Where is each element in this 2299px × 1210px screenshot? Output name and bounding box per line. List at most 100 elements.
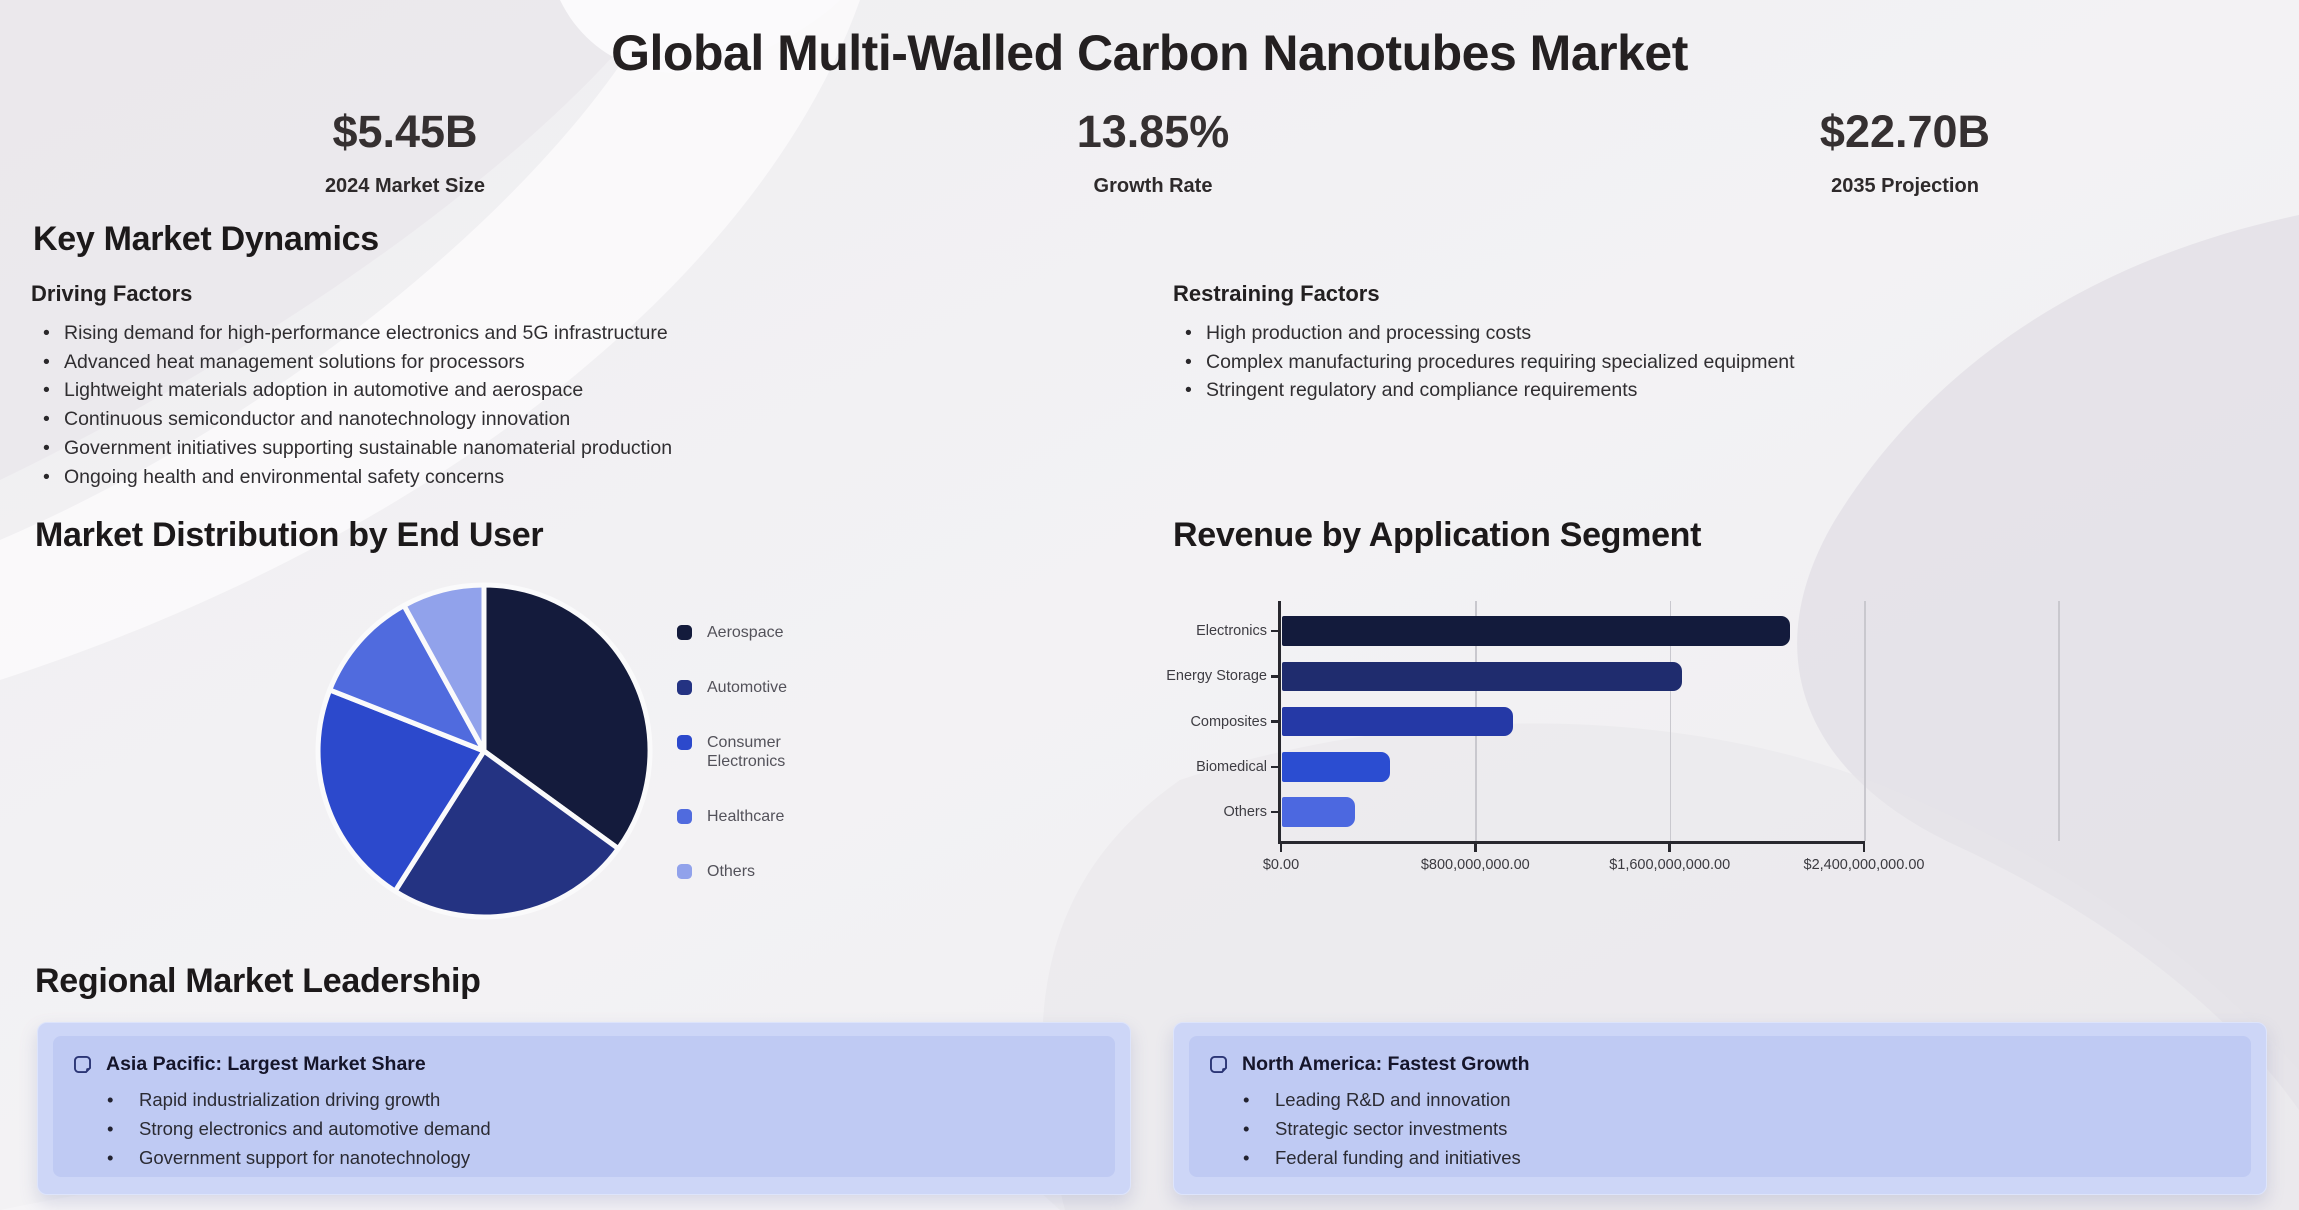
region-card-north-america: North America: Fastest Growth Leading R&… (1173, 1022, 2267, 1195)
driving-factors-list: Rising demand for high-performance elect… (31, 319, 1131, 491)
category-label: Energy Storage (1166, 668, 1267, 685)
restraining-factors-column: Restraining Factors High production and … (1173, 281, 2273, 405)
bullet-item: Continuous semiconductor and nanotechnol… (31, 405, 1131, 434)
pie-legend: Aerospace Automotive Consumer Electronics H… (677, 623, 842, 881)
stat-label: 2024 Market Size (324, 175, 486, 197)
legend-item-aerospace: Aerospace (677, 623, 842, 642)
region-card-asia-pacific: Asia Pacific: Largest Market Share Rapid… (37, 1022, 1131, 1195)
bullet-item: Federal funding and initiatives (1189, 1143, 2251, 1172)
restraining-factors-list: High production and processing costsComp… (1173, 319, 2273, 405)
legend-label: Automotive (707, 679, 788, 696)
category-label: Biomedical (1196, 758, 1267, 775)
bar-biomedical (1282, 752, 1391, 782)
stat-2035-projection: $22.70B 2035 Projection (1655, 106, 2155, 198)
region-card-title: Asia Pacific: Largest Market Share (106, 1053, 426, 1075)
x-tick-label: $1,600,000,000.00 (1609, 857, 1731, 873)
bullet-item: Complex manufacturing procedures requiri… (1173, 348, 2273, 377)
bullet-item: Leading R&D and innovation (1189, 1085, 2251, 1114)
category-tick (1271, 810, 1281, 814)
bar-composites (1282, 706, 1513, 737)
region-card-inner: Asia Pacific: Largest Market Share Rapid… (53, 1036, 1115, 1177)
bullet-item: Government initiatives supporting sustai… (31, 434, 1131, 463)
legend-item-automotive: Automotive (677, 678, 842, 697)
background-wave-top-dip (560, 0, 840, 73)
section-heading-bar: Revenue by Application Segment (1173, 516, 1702, 554)
region-card-list: Rapid industrialization driving growthSt… (53, 1085, 1115, 1172)
stat-value: $5.45B (332, 106, 478, 157)
region-card-inner: North America: Fastest Growth Leading R&… (1189, 1036, 2251, 1177)
legend-item-others: Others (677, 862, 842, 881)
note-icon (74, 1056, 91, 1073)
region-card-title: North America: Fastest Growth (1242, 1053, 1530, 1075)
category-tick (1271, 675, 1281, 678)
bullet-item: Stringent regulatory and compliance requ… (1173, 376, 2273, 405)
bullet-item: Rising demand for high-performance elect… (31, 319, 1131, 348)
section-heading-regional: Regional Market Leadership (35, 962, 481, 1000)
stat-value: 13.85% (1076, 106, 1230, 157)
pie-slice-aerospace (481, 582, 653, 852)
legend-item-healthcare: Healthcare (677, 807, 842, 826)
category-tick (1271, 765, 1281, 769)
gridline (2058, 601, 2060, 841)
x-axis-tick (1668, 844, 1671, 852)
category-tick (1271, 720, 1281, 723)
stat-value: $22.70B (1819, 106, 1991, 157)
region-card-list: Leading R&D and innovationStrategic sect… (1189, 1085, 2251, 1172)
pie-slice-healthcare (327, 603, 487, 754)
section-heading-pie: Market Distribution by End User (35, 516, 544, 554)
bullet-item: Ongoing health and environmental safety … (31, 463, 1131, 492)
stat-growth-rate: 13.85% Growth Rate (903, 106, 1403, 198)
restraining-factors-heading: Restraining Factors (1173, 281, 1380, 306)
region-card-header: North America: Fastest Growth (1189, 1036, 2251, 1076)
pie-slice-others (401, 582, 487, 754)
legend-swatch (677, 864, 692, 879)
bullet-item: High production and processing costs (1173, 319, 2273, 348)
stat-label: 2035 Projection (1831, 175, 1979, 197)
stat-label: Growth Rate (1093, 175, 1213, 197)
legend-item-consumer-electronics: Consumer Electronics (677, 733, 842, 771)
note-icon (1210, 1056, 1227, 1073)
legend-swatch (677, 735, 692, 750)
pie-slice-automotive (392, 748, 621, 920)
bullet-item: Lightweight materials adoption in automo… (31, 376, 1131, 405)
legend-label: Consumer Electronics (707, 734, 786, 770)
x-axis-tick (1474, 844, 1477, 852)
x-tick-label: $2,400,000,000.00 (1803, 857, 1925, 873)
x-tick-label: $0.00 (1262, 857, 1300, 873)
pie-chart (315, 582, 653, 920)
driving-factors-heading: Driving Factors (31, 281, 193, 306)
region-card-header: Asia Pacific: Largest Market Share (53, 1036, 1115, 1076)
bullet-item: Strategic sector investments (1189, 1114, 2251, 1143)
legend-swatch (677, 625, 692, 640)
pie-slice-consumer-electronics (315, 687, 487, 894)
bullet-item: Rapid industrialization driving growth (53, 1085, 1115, 1114)
category-label: Composites (1190, 713, 1267, 730)
category-tick (1271, 629, 1281, 633)
legend-label: Others (707, 863, 756, 880)
background-wave-right (1797, 215, 2299, 1110)
bullet-item: Strong electronics and automotive demand (53, 1114, 1115, 1143)
x-axis-tick (1279, 844, 1283, 852)
bar-chart: Electronics Energy Storage Composites Biome… (1166, 601, 2081, 901)
x-tick-label: $800,000,000.00 (1420, 857, 1530, 873)
gridline (1864, 601, 1866, 841)
section-heading-key-market-dynamics: Key Market Dynamics (33, 220, 379, 258)
category-label: Electronics (1196, 623, 1267, 639)
page-title: Global Multi-Walled Carbon Nanotubes Mar… (611, 25, 1688, 81)
legend-label: Healthcare (707, 808, 785, 825)
stat-2024-market-size: $5.45B 2024 Market Size (155, 106, 655, 198)
x-axis-tick (1862, 844, 1866, 852)
legend-swatch (677, 809, 692, 824)
x-axis (1278, 841, 1865, 844)
category-label: Others (1223, 804, 1267, 821)
bar-electronics (1282, 616, 1790, 646)
bullet-item: Government support for nanotechnology (53, 1143, 1115, 1172)
bar-others (1282, 797, 1355, 827)
bar-energy-storage (1282, 661, 1682, 691)
gridline (1669, 601, 1672, 841)
bullet-item: Advanced heat management solutions for p… (31, 348, 1131, 377)
legend-label: Aerospace (707, 624, 784, 641)
legend-swatch (677, 680, 692, 695)
driving-factors-column: Driving Factors Rising demand for high-p… (31, 281, 1131, 491)
